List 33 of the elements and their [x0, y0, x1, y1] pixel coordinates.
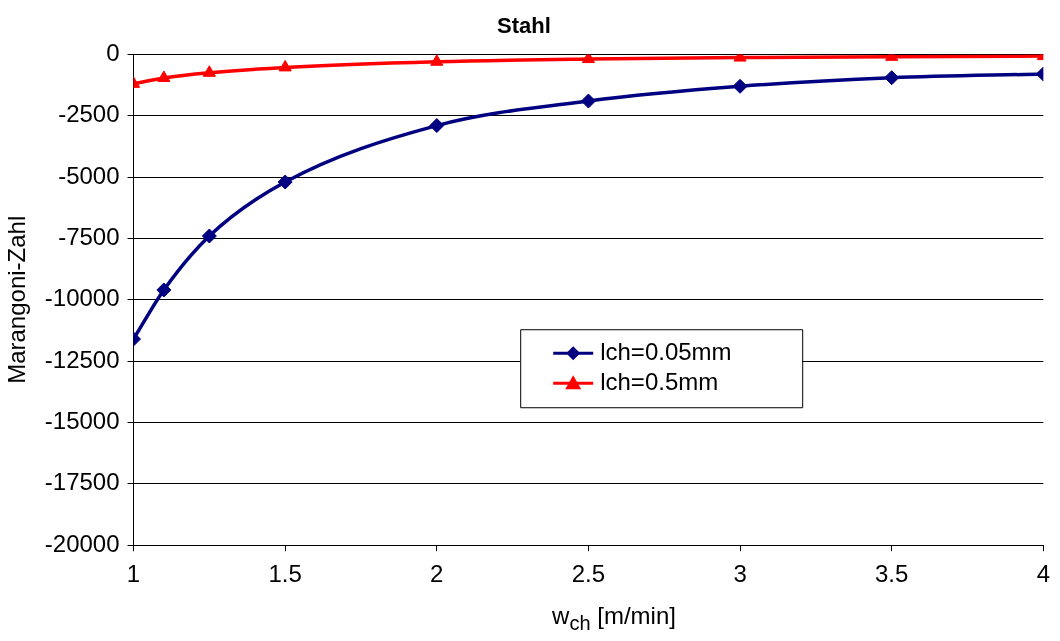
point: [429, 118, 445, 134]
point: [202, 65, 216, 77]
point: [430, 54, 444, 66]
chart-title: Stahl: [497, 13, 551, 39]
point: [581, 54, 595, 64]
point: [884, 70, 900, 86]
x-tick-label: 2.5: [571, 560, 606, 588]
point: [157, 70, 171, 82]
y-tick-label: 0: [106, 39, 120, 67]
y-tick-label: -10000: [44, 284, 120, 312]
y-tick-label: -7500: [58, 223, 120, 251]
x-tick-label: 2: [430, 560, 444, 588]
x-tick-label: 1: [126, 560, 141, 588]
y-tick-label: -12500: [44, 345, 120, 373]
y-tick-label: -15000: [44, 407, 120, 435]
point: [156, 282, 172, 298]
point: [580, 93, 596, 109]
point: [278, 59, 292, 72]
point: [732, 78, 748, 94]
point: [201, 228, 217, 244]
x-tick-label: 4: [1036, 560, 1051, 588]
y-axis-title: Marangoni-Zahl: [3, 215, 31, 384]
x-tick-label: 3.5: [875, 560, 909, 588]
y-tick-label: -2500: [58, 100, 120, 128]
point: [277, 174, 293, 190]
legend-label: lch=0.05mm: [600, 337, 732, 365]
y-tick-label: -5000: [58, 161, 120, 189]
legend-label: lch=0.5mm: [600, 367, 719, 395]
x-tick-label: 1.5: [268, 560, 302, 588]
y-tick-label: -17500: [44, 468, 120, 496]
x-axis-title: w$_{ch}$ [m/min]: [551, 601, 677, 636]
x-tick-label: 3: [733, 560, 747, 588]
y-tick-label: -20000: [44, 529, 120, 557]
